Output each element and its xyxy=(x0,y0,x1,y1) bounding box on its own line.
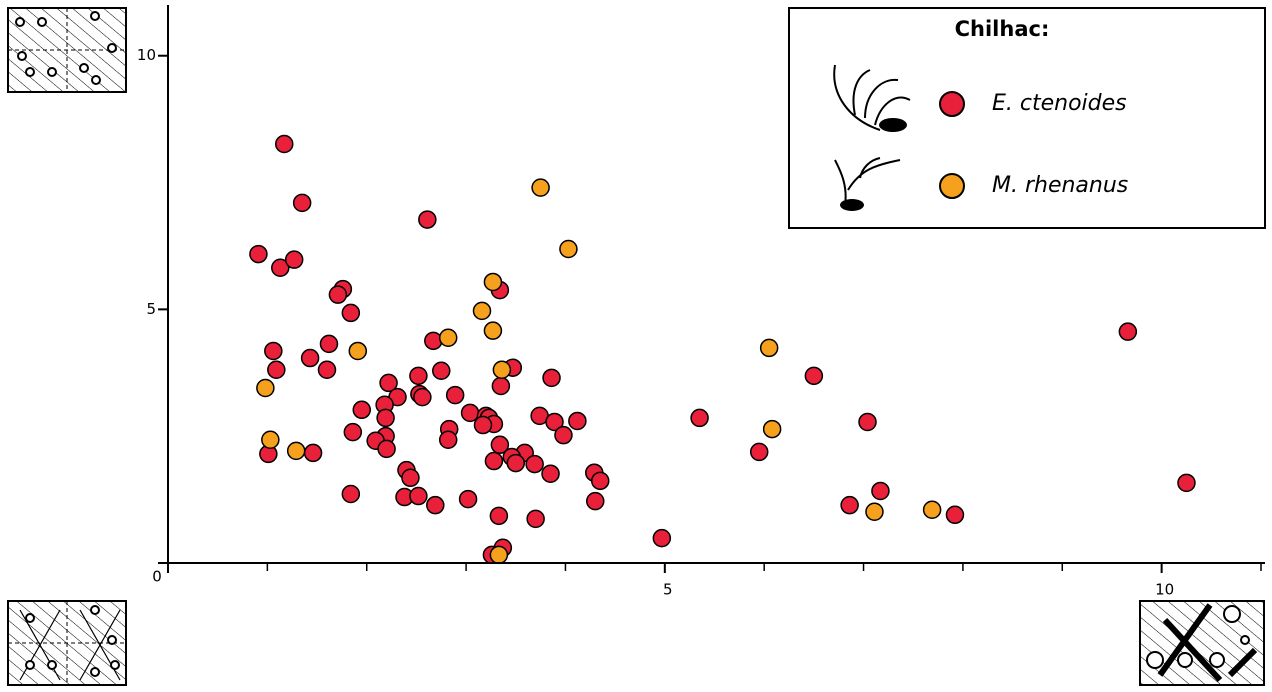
point xyxy=(432,361,451,380)
point xyxy=(945,505,965,525)
point xyxy=(489,545,509,565)
point xyxy=(492,360,512,379)
point xyxy=(409,486,428,506)
point xyxy=(424,331,443,351)
point xyxy=(525,454,544,474)
point xyxy=(426,495,445,515)
legend: Chilhac: xyxy=(788,7,1266,229)
point xyxy=(401,468,420,488)
point xyxy=(804,366,824,386)
point xyxy=(871,481,890,501)
point xyxy=(460,403,480,423)
point xyxy=(490,435,510,455)
point xyxy=(590,471,610,491)
point xyxy=(256,378,275,398)
skull-icon xyxy=(879,118,907,132)
point xyxy=(292,193,312,213)
point xyxy=(484,451,504,471)
point xyxy=(352,400,372,420)
point xyxy=(483,272,503,292)
point xyxy=(458,489,478,509)
x-tick-label: 5 xyxy=(663,581,673,599)
point xyxy=(531,178,550,197)
point xyxy=(341,484,361,504)
y-tick-label: 5 xyxy=(146,300,156,318)
legend-title: Chilhac: xyxy=(955,17,1050,41)
point xyxy=(319,334,339,354)
y-tick-label: 10 xyxy=(137,46,156,64)
point xyxy=(922,500,942,519)
point xyxy=(559,239,578,259)
point xyxy=(379,373,398,393)
point xyxy=(438,430,458,449)
point xyxy=(1118,322,1138,341)
point xyxy=(749,442,769,462)
point xyxy=(759,338,779,358)
point xyxy=(690,408,709,428)
skull-icon xyxy=(840,199,864,211)
point xyxy=(445,385,465,405)
corner-icon xyxy=(7,7,127,93)
point xyxy=(284,250,304,269)
point xyxy=(328,285,348,304)
point xyxy=(762,419,782,439)
point xyxy=(317,360,337,379)
point xyxy=(506,453,526,473)
point xyxy=(491,376,511,396)
point xyxy=(343,422,363,442)
point xyxy=(489,506,509,526)
legend-label: M. rhenanus xyxy=(992,173,1128,198)
point xyxy=(472,301,492,321)
point xyxy=(865,502,884,522)
point xyxy=(261,430,280,449)
point xyxy=(286,441,306,461)
point xyxy=(586,491,605,511)
point xyxy=(526,509,545,529)
point xyxy=(473,415,493,435)
point xyxy=(545,412,564,432)
point xyxy=(542,368,561,388)
point xyxy=(840,495,859,515)
point xyxy=(483,321,503,340)
point xyxy=(249,244,268,264)
point xyxy=(438,328,458,348)
point xyxy=(377,439,396,459)
x-tick-label: 0 xyxy=(152,568,162,586)
corner-icon xyxy=(1139,600,1265,686)
point xyxy=(264,341,283,361)
point xyxy=(271,258,290,278)
point xyxy=(418,210,437,229)
point xyxy=(348,341,368,361)
legend-marker xyxy=(939,91,965,117)
point xyxy=(858,412,877,432)
point xyxy=(409,366,428,386)
legend-label: E. ctenoides xyxy=(992,91,1127,116)
point xyxy=(341,303,361,323)
plot-area xyxy=(249,134,1196,565)
point xyxy=(554,425,573,445)
point xyxy=(652,528,672,548)
point xyxy=(376,408,395,428)
point xyxy=(413,387,432,407)
legend-marker xyxy=(939,173,965,199)
point xyxy=(275,134,294,154)
point xyxy=(267,360,286,379)
corner-icon xyxy=(7,600,127,686)
point xyxy=(300,348,320,368)
point xyxy=(303,443,323,463)
point xyxy=(568,411,587,431)
point xyxy=(1177,473,1196,493)
x-tick-label: 10 xyxy=(1155,581,1174,599)
point xyxy=(541,464,560,483)
